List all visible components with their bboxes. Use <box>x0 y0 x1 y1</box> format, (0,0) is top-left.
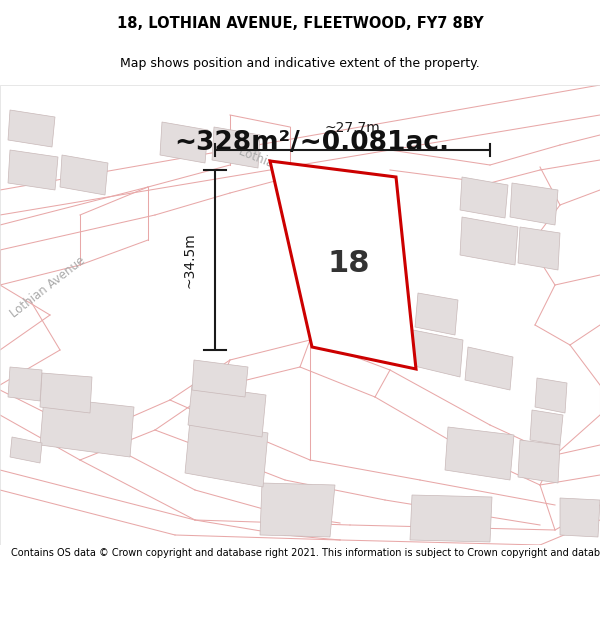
Polygon shape <box>185 420 268 487</box>
Polygon shape <box>445 427 514 480</box>
Polygon shape <box>518 440 560 483</box>
Polygon shape <box>260 483 335 537</box>
Text: Map shows position and indicative extent of the property.: Map shows position and indicative extent… <box>120 58 480 70</box>
Polygon shape <box>530 410 563 445</box>
Polygon shape <box>510 183 558 225</box>
Polygon shape <box>460 217 518 265</box>
Polygon shape <box>10 437 42 463</box>
Text: ~34.5m: ~34.5m <box>183 232 197 288</box>
Polygon shape <box>160 122 208 163</box>
Text: Contains OS data © Crown copyright and database right 2021. This information is : Contains OS data © Crown copyright and d… <box>11 548 600 558</box>
Text: ~27.7m: ~27.7m <box>325 121 380 135</box>
Polygon shape <box>410 495 492 542</box>
Polygon shape <box>560 498 600 537</box>
Polygon shape <box>270 161 416 369</box>
Polygon shape <box>40 373 92 413</box>
Text: Lothian Avenue: Lothian Avenue <box>237 144 327 191</box>
Polygon shape <box>8 110 55 147</box>
Polygon shape <box>8 367 42 401</box>
Polygon shape <box>192 360 248 397</box>
Text: ~328m²/~0.081ac.: ~328m²/~0.081ac. <box>175 129 449 156</box>
Polygon shape <box>465 347 513 390</box>
Text: Lothian Avenue: Lothian Avenue <box>8 254 88 321</box>
Polygon shape <box>460 177 508 218</box>
Polygon shape <box>410 330 463 377</box>
Polygon shape <box>212 127 260 168</box>
Polygon shape <box>518 227 560 270</box>
Polygon shape <box>40 397 134 457</box>
Text: 18, LOTHIAN AVENUE, FLEETWOOD, FY7 8BY: 18, LOTHIAN AVENUE, FLEETWOOD, FY7 8BY <box>116 16 484 31</box>
Text: 18: 18 <box>327 249 370 278</box>
Polygon shape <box>188 385 266 437</box>
Polygon shape <box>60 155 108 195</box>
Polygon shape <box>415 293 458 335</box>
Polygon shape <box>535 378 567 413</box>
Polygon shape <box>8 150 58 190</box>
